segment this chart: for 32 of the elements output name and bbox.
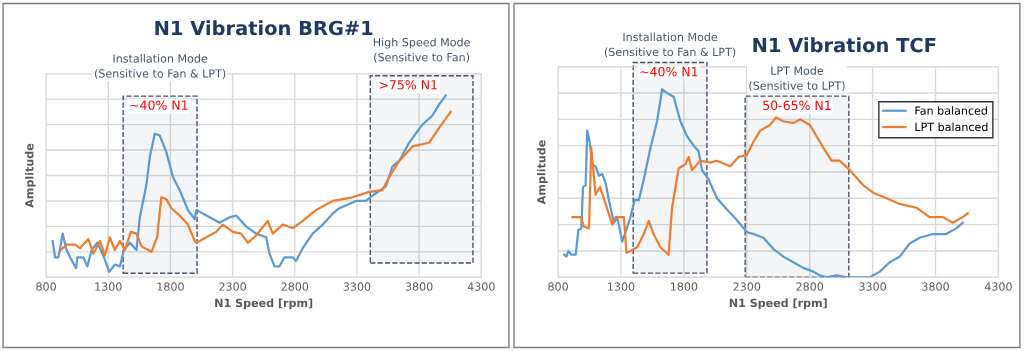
- x-tick-label: 2800: [796, 282, 824, 291]
- chart-title: N1 Vibration TCF: [753, 37, 936, 53]
- x-tick-label: 1300: [95, 282, 122, 291]
- text: Installation Mode (Sensitive to Fan & LPT): [604, 32, 736, 58]
- x-tick-label: 2300: [219, 282, 246, 291]
- annotation: LPT Mode (Sensitive to LPT): [749, 66, 845, 92]
- x-tick-label: 3800: [405, 282, 433, 291]
- x-tick-label: 4300: [467, 282, 495, 291]
- text: Installation Mode (Sensitive to Fan & LPT): [94, 54, 226, 79]
- x-tick-label: 1800: [670, 282, 698, 291]
- x-tick-label: 3300: [343, 282, 371, 291]
- legend-label: Fan balanced: [915, 106, 987, 115]
- x-axis-title: N1 Speed [rpm]: [215, 298, 313, 310]
- band-label: ~40% N1: [640, 66, 698, 77]
- x-tick-label: 2300: [733, 282, 761, 291]
- x-axis-title: N1 Speed [rpm]: [729, 298, 827, 310]
- x-tick-label: 2800: [281, 282, 309, 291]
- band-label: 50-65% N1: [763, 100, 831, 111]
- x-tick-label: 1300: [608, 282, 635, 291]
- legend-label: LPT balanced: [915, 122, 988, 132]
- text: High Speed Mode (Sensitive to Fan): [373, 37, 470, 63]
- x-tick-label: 4300: [984, 282, 1012, 291]
- chart-title: N1 Vibration BRG#1: [155, 20, 373, 36]
- x-tick-label: 800: [36, 282, 56, 291]
- band-label: ~40% N1: [130, 100, 188, 110]
- y-axis-title: Amplitude: [24, 143, 36, 208]
- x-tick-label: 3800: [922, 282, 949, 291]
- x-tick-label: 1800: [157, 282, 184, 291]
- x-tick-label: 3300: [859, 282, 886, 291]
- y-axis-title: Amplitude: [536, 140, 548, 205]
- x-tick-label: 800: [548, 282, 568, 291]
- band-label: >75% N1: [379, 80, 437, 90]
